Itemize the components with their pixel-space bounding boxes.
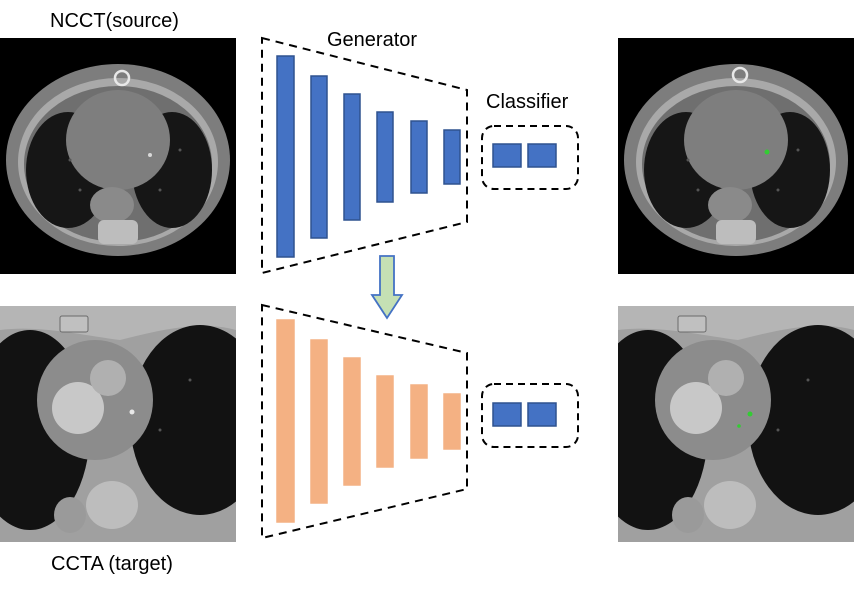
classifier-unit: [527, 143, 557, 168]
source-generator-layer-4: [376, 111, 394, 203]
target-generator-layer-6: [443, 393, 461, 450]
source-generator-layer-5: [410, 120, 428, 194]
classifier-unit: [527, 402, 557, 427]
lesion-marker: [737, 424, 741, 428]
target-generator-layers: [276, 319, 461, 523]
classifier-unit: [492, 143, 522, 168]
source-generator-layer-1: [276, 55, 295, 258]
ncct-result-image: [618, 38, 854, 274]
ccta-target-image: [0, 306, 236, 542]
target-label: CCTA (target): [51, 553, 173, 575]
source-generator-layer-3: [343, 93, 361, 221]
transfer-down-arrow: [370, 255, 404, 320]
source-generator-layers: [276, 55, 461, 258]
target-generator-layer-1: [276, 319, 295, 523]
source-generator-layer-6: [443, 129, 461, 185]
target-generator-outline: [261, 303, 468, 540]
source-label: NCCT(source): [50, 10, 179, 32]
lesion-marker: [764, 149, 770, 155]
target-generator-layer-2: [310, 339, 328, 504]
target-generator-layer-4: [376, 375, 394, 468]
source-classifier: [481, 125, 579, 190]
generator-label: Generator: [327, 29, 418, 51]
target-generator-layer-5: [410, 384, 428, 459]
classifier-label: Classifier: [486, 91, 569, 113]
lesion-marker: [747, 411, 753, 417]
source-generator-layer-2: [310, 75, 328, 239]
source-generator-outline: [261, 36, 468, 275]
target-generator-layer-3: [343, 357, 361, 486]
classifier-unit: [492, 402, 522, 427]
ccta-result-image: [618, 306, 854, 542]
target-classifier: [481, 383, 579, 448]
ncct-source-image: [0, 38, 236, 274]
